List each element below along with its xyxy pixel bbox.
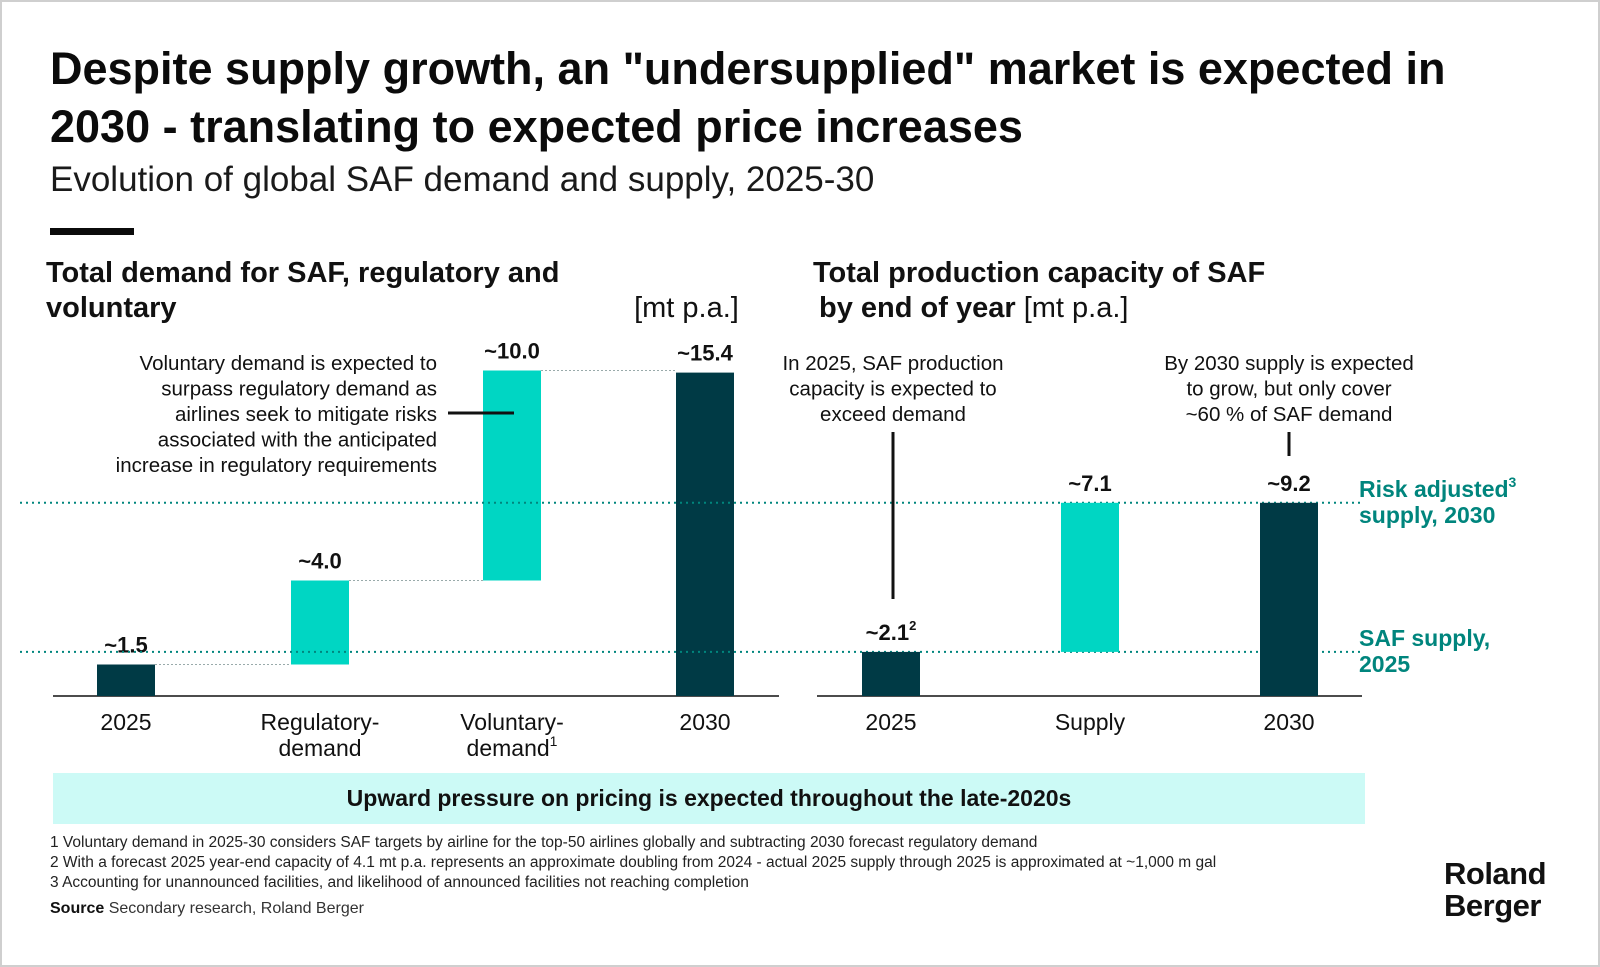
demand-bar-label-2: ~10.0 [484,339,540,364]
supply-annotation-left-line: In 2025, SAF production [782,352,1003,375]
supply-bar-1 [1061,502,1119,652]
reference-label-0: supply, 2030 [1359,502,1495,528]
demand-annotation-line: surpass regulatory demand as [161,378,437,401]
supply-bar-label-2: ~9.2 [1267,471,1310,496]
logo-line-2: Berger [1444,888,1541,923]
demand-title-text: Total demand for SAF, regulatory and vol… [46,257,560,324]
demand-bar-label-0: ~1.5 [104,633,147,658]
supply-category-2: 2030 [1263,709,1314,735]
reference-label-1: 2025 [1359,651,1410,677]
demand-bar-2 [483,370,541,581]
reference-label-1: SAF supply, [1359,625,1490,651]
footnote-1: 1 Voluntary demand in 2025-30 considers … [50,834,1038,851]
demand-annotation-line: increase in regulatory requirements [116,454,437,477]
supply-category-0: 2025 [865,709,916,735]
demand-bar-label-3: ~15.4 [677,341,733,366]
source-text: Secondary research, Roland Berger [108,900,364,917]
supply-category-1: Supply [1055,709,1126,735]
demand-category-0: 2025 [100,709,151,735]
demand-bar-3 [676,372,734,696]
supply-title-line-2: by end of year [819,292,1016,324]
demand-category-1: demand [278,735,361,761]
demand-annotation-line: associated with the anticipated [158,429,437,452]
demand-annotation-line: Voluntary demand is expected to [140,352,437,375]
logo-line-1: Roland [1444,856,1547,891]
demand-category-2: Voluntary- [460,709,564,735]
demand-bar-0 [97,664,155,696]
demand-title-unit: [mt p.a.] [634,292,739,324]
demand-bar-label-1: ~4.0 [298,549,341,574]
supply-panel-title: Total production capacity of SAF by end … [813,256,1265,326]
supply-annotation-right-line: to grow, but only cover [1186,378,1391,401]
footnote-3: 3 Accounting for unannounced facilities,… [50,874,749,891]
supply-bar-2 [1260,502,1318,696]
page-subtitle: Evolution of global SAF demand and suppl… [50,160,875,199]
footnotes: 1 Voluntary demand in 2025-30 considers … [50,833,1216,893]
supply-title-line-1: Total production capacity of SAF [813,257,1266,289]
supply-annotation-left-line: exceed demand [820,403,966,426]
roland-berger-logo: Roland Berger [1444,856,1547,923]
source-line: Source Secondary research, Roland Berger [50,900,364,918]
title-rule [50,228,134,235]
supply-annotation-left-line: capacity is expected to [789,378,996,401]
supply-bar-label-0: ~2.12 [866,618,917,645]
reference-label-0: Risk adjusted3 [1359,474,1517,502]
supply-annotation-right-line: By 2030 supply is expected [1164,352,1414,375]
supply-bar-0 [862,651,920,696]
demand-category-1: Regulatory- [261,709,380,735]
source-label: Source [50,900,105,917]
pricing-banner: Upward pressure on pricing is expected t… [53,773,1365,824]
footnote-2: 2 With a forecast 2025 year-end capacity… [50,854,1217,871]
demand-category-3: 2030 [679,709,730,735]
demand-annotation-line: airlines seek to mitigate risks [175,403,437,426]
supply-bar-label-1: ~7.1 [1068,471,1111,496]
demand-category-2: demand1 [467,733,558,761]
demand-panel-title: Total demand for SAF, regulatory and vol… [46,256,739,326]
supply-annotation-right-line: ~60 % of SAF demand [1186,403,1393,426]
page-title: Despite supply growth, an "undersupplied… [50,43,1446,152]
supply-title-unit: [mt p.a.] [1023,292,1129,324]
demand-bar-1 [291,580,349,665]
